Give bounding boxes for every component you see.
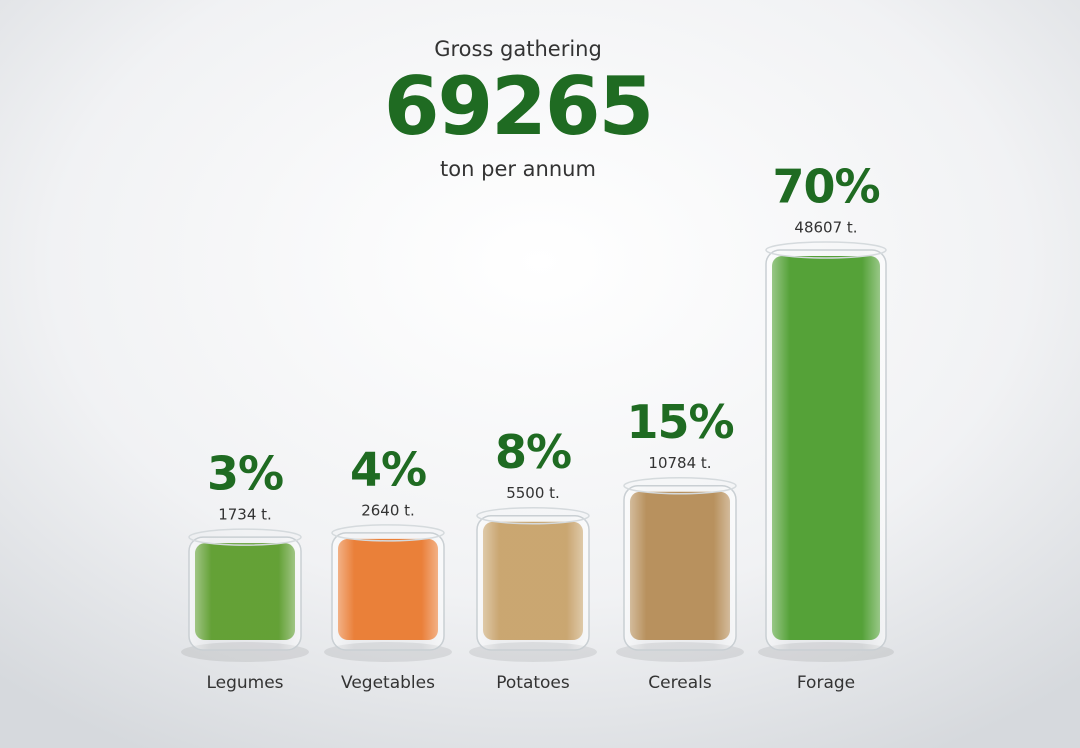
category-label: Cereals xyxy=(648,673,712,693)
jar-glass xyxy=(188,536,302,651)
category-label: Legumes xyxy=(206,673,283,693)
value-label: 4% xyxy=(350,442,426,496)
jar-rim xyxy=(476,506,590,525)
value-label: 70% xyxy=(772,160,879,214)
category-label: Potatoes xyxy=(496,673,570,693)
tonnage-label: 48607 t. xyxy=(794,219,857,237)
jar-glass xyxy=(476,514,590,651)
total: 69265 xyxy=(384,60,652,153)
jar-glass xyxy=(765,249,887,651)
tonnage-label: 10784 t. xyxy=(648,454,711,472)
value-label: 8% xyxy=(495,425,571,479)
tonnage-label: 2640 t. xyxy=(361,501,415,519)
jar-rim xyxy=(765,241,887,259)
jars: 3% 1734 t. Legumes 4% 2640 t. Vegetables 8% 550… xyxy=(181,160,894,693)
subtitle: ton per annum xyxy=(440,157,596,181)
value-label: 3% xyxy=(207,447,283,501)
category-label: Vegetables xyxy=(341,673,435,693)
tonnage-label: 5500 t. xyxy=(506,484,560,502)
jar-glass xyxy=(623,484,737,651)
jar-glass xyxy=(331,532,445,651)
value-label: 15% xyxy=(626,395,733,449)
jar-rim xyxy=(188,528,302,546)
tonnage-label: 1734 t. xyxy=(218,506,272,524)
category-label: Forage xyxy=(797,673,855,693)
jar-rim xyxy=(623,476,737,495)
title: Gross gathering xyxy=(434,37,602,61)
jar-rim xyxy=(331,524,445,542)
